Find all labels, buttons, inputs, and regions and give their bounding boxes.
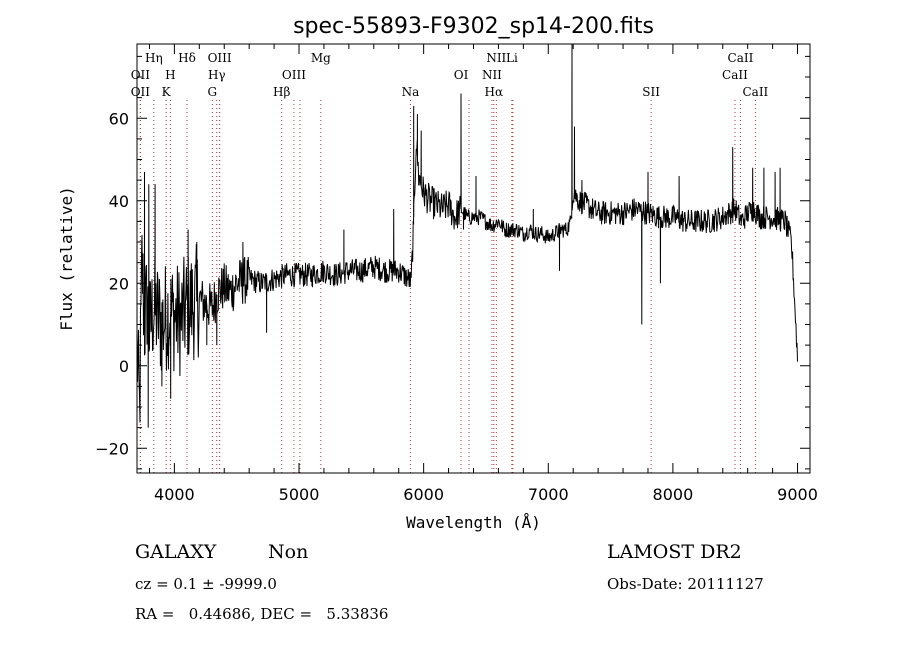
survey-name: LAMOST DR2 <box>607 541 742 563</box>
object-subclass: Non <box>268 541 309 563</box>
x-tick-label: 4000 <box>154 485 195 504</box>
line-marker-label: Hη <box>145 51 163 65</box>
y-axis-ticks: −20 0 20 40 60 <box>95 55 810 470</box>
x-tick-label: 5000 <box>279 485 320 504</box>
redshift-value: cz = 0.1 ± -9999.0 <box>135 575 277 593</box>
line-marker-label: H <box>165 68 175 82</box>
x-tick-label: 8000 <box>653 485 694 504</box>
spectrum-line <box>136 43 798 428</box>
line-marker-label: CaII <box>742 85 768 99</box>
x-tick-label: 9000 <box>777 485 818 504</box>
line-marker-label: G <box>207 85 217 99</box>
x-tick-label: 6000 <box>403 485 444 504</box>
x-tick-label: 7000 <box>528 485 569 504</box>
line-marker-label: OIII <box>282 68 306 82</box>
line-marker-label: Li <box>506 51 518 65</box>
y-tick-label: 40 <box>109 192 129 211</box>
line-marker-label: OI <box>454 68 469 82</box>
line-marker-label: Mg <box>311 51 331 65</box>
line-marker-label: Hγ <box>208 68 226 82</box>
line-marker-label: Hα <box>485 85 504 99</box>
line-marker-label: OIII <box>208 51 232 65</box>
observation-date: Obs-Date: 20111127 <box>607 575 764 593</box>
line-marker-label: NII <box>482 68 502 82</box>
object-class: GALAXY <box>135 541 217 563</box>
y-tick-label: −20 <box>95 439 129 458</box>
chart-title: spec-55893-F9302_sp14-200.fits <box>293 14 654 39</box>
line-marker-label: Hδ <box>178 51 196 65</box>
y-tick-label: 60 <box>109 109 129 128</box>
y-tick-label: 20 <box>109 274 129 293</box>
line-marker-label: OII <box>131 68 151 82</box>
line-marker-label: SII <box>642 85 660 99</box>
line-marker-label: Hβ <box>273 85 290 99</box>
sky-coordinates: RA = 0.44686, DEC = 5.33836 <box>135 605 389 623</box>
y-axis-label: Flux (relative) <box>57 186 76 331</box>
plot-frame <box>136 43 811 474</box>
y-tick-label: 0 <box>119 357 129 376</box>
x-axis-label: Wavelength (Å) <box>406 513 541 532</box>
line-marker-label: Na <box>402 85 420 99</box>
line-marker-label: NII <box>486 51 506 65</box>
line-marker-label: OII <box>131 85 151 99</box>
line-marker-label: CaII <box>728 51 754 65</box>
line-marker-label: CaII <box>722 68 748 82</box>
x-axis-ticks: 4000 5000 6000 7000 8000 9000 <box>148 44 818 504</box>
line-marker-label: K <box>162 85 172 99</box>
